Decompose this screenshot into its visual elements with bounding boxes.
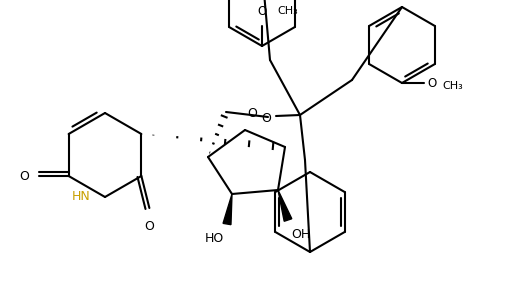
Text: O: O (426, 77, 435, 90)
Text: O: O (246, 107, 257, 120)
Polygon shape (222, 194, 232, 225)
Text: O: O (144, 220, 154, 233)
Text: OH: OH (291, 228, 309, 241)
Text: O: O (261, 112, 270, 125)
Text: HN: HN (72, 190, 91, 203)
Text: HO: HO (204, 232, 223, 245)
Text: CH₃: CH₃ (276, 6, 297, 16)
Text: O: O (257, 5, 266, 18)
Polygon shape (277, 190, 291, 221)
Text: O: O (19, 170, 29, 182)
Text: CH₃: CH₃ (441, 81, 462, 91)
